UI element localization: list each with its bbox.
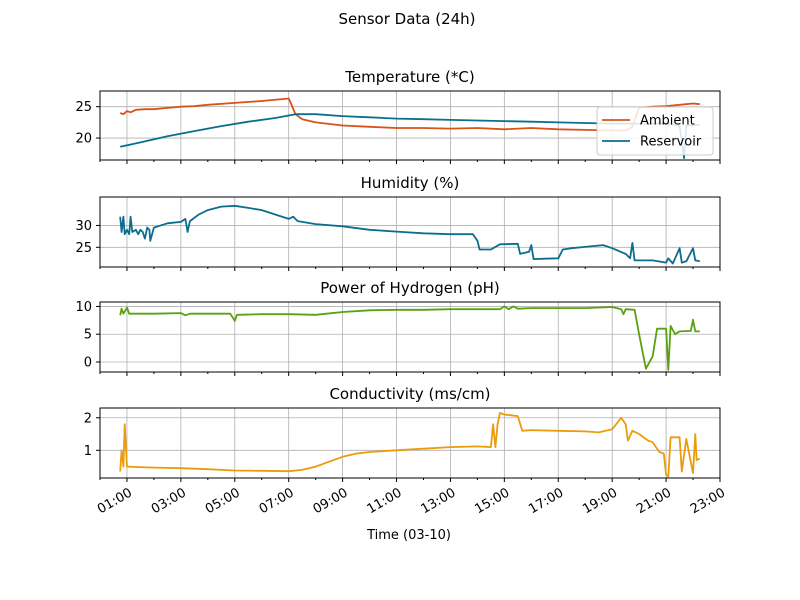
x-tick-label: 17:00 [526,485,566,517]
x-tick-label: 05:00 [203,485,243,517]
x-tick-label: 03:00 [149,485,189,517]
x-tick-label: 07:00 [257,485,297,517]
legend-label: Ambient [640,114,695,129]
x-tick-label: 13:00 [418,485,458,517]
y-tick-label: 20 [75,132,92,147]
chart-panels: Temperature (*C)2025AmbientReservoirHumi… [75,68,721,482]
x-tick-label: 01:00 [95,485,135,517]
figure-title: Sensor Data (24h) [338,10,475,28]
x-tick-label: 23:00 [688,485,728,517]
y-tick-label: 25 [75,100,92,115]
y-tick-label: 25 [75,241,92,256]
legend-box [596,106,714,156]
gridlines [100,408,721,478]
series-line-humidity [119,204,700,265]
x-tick-label: 09:00 [311,485,351,517]
y-tick-label: 10 [75,300,92,315]
gridlines [100,302,721,372]
legend: Ambient Reservoir [596,106,714,156]
series-line-ph [119,305,700,371]
axes-frame [99,90,721,161]
legend-label: Reservoir [640,135,702,150]
y-tick-label: 1 [84,444,92,459]
x-tick-label: 21:00 [634,485,674,517]
panel-title: Humidity (%) [361,174,460,192]
panel-2: Humidity (%) 25 30 [75,174,721,271]
x-axis-label: Time (03-10) [366,528,451,543]
x-tick-label: 11:00 [365,485,405,517]
panel-1: Temperature (*C) 20 25 Ambient Reservoir [75,68,721,164]
panel-title: Temperature (*C) [344,68,474,86]
x-tick-label: 15:00 [472,485,512,517]
series-line-conductivity [119,411,701,478]
panel-4: Conductivity (ms/cm) 1 2 [84,385,721,482]
axes-frame [99,196,721,268]
y-tick-label: 0 [84,356,92,371]
panel-title: Conductivity (ms/cm) [329,385,490,403]
y-tick-label: 5 [84,328,92,343]
axes-frame [99,301,721,373]
x-tick-label: 19:00 [580,485,620,517]
y-tick-label: 2 [84,411,92,426]
panel-3: Power of Hydrogen (pH) 0 5 10 [75,279,721,376]
y-tick-label: 30 [75,219,92,234]
x-tick-labels: 01:00 03:00 05:00 07:00 09:00 11:00 13:00 15:00… [95,485,728,517]
panel-title: Power of Hydrogen (pH) [320,279,500,297]
axes-frame [99,407,721,479]
